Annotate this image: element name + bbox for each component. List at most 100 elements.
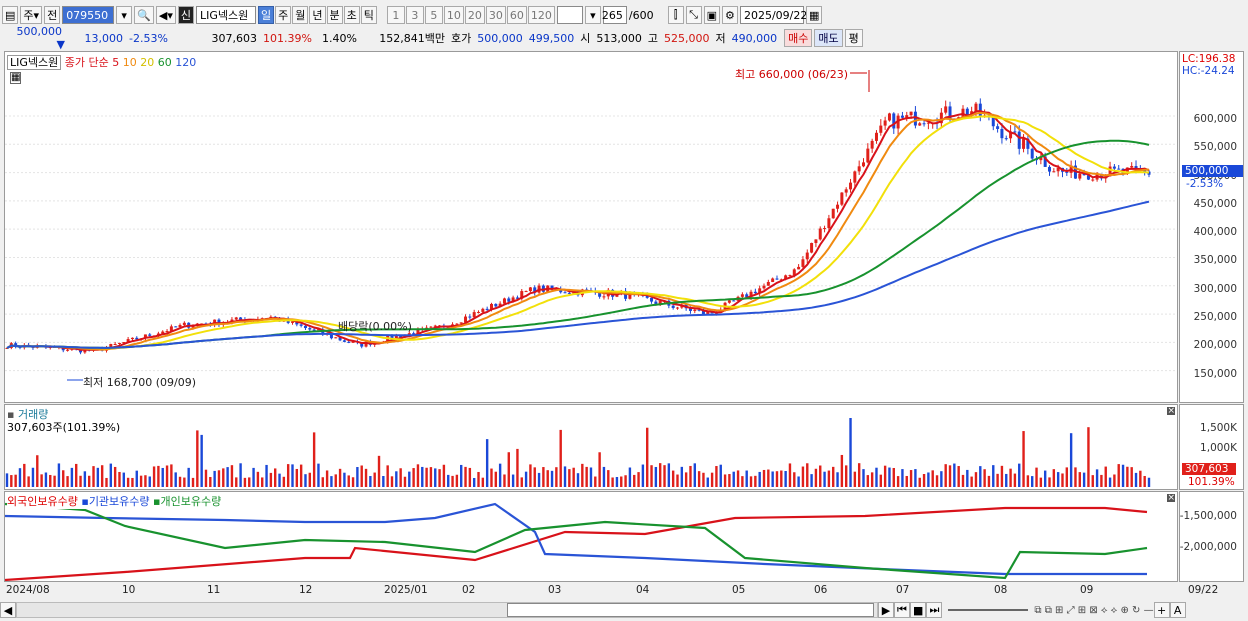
eval-button[interactable]: 평 bbox=[844, 29, 863, 47]
close-icon[interactable]: × bbox=[1167, 493, 1175, 503]
candle-body bbox=[1039, 156, 1043, 161]
candle-body bbox=[775, 278, 779, 280]
last-icon[interactable]: ⏭ bbox=[926, 602, 943, 618]
gear-icon[interactable]: ⚙ bbox=[721, 6, 738, 24]
candle-body bbox=[840, 192, 844, 205]
period-tab[interactable]: 틱 bbox=[360, 6, 377, 24]
quote-bar: 500,000 ▼ 13,000 -2.53% 307,603 101.39% … bbox=[0, 25, 1248, 51]
speaker-icon[interactable]: ◀▾ bbox=[155, 6, 176, 24]
candle-body bbox=[862, 162, 865, 167]
volume-bar bbox=[511, 474, 515, 487]
market-select[interactable]: 주 ▾ bbox=[20, 6, 43, 24]
interval-button[interactable]: 60 bbox=[506, 6, 527, 24]
legend-stock: LIG넥스원 bbox=[7, 55, 62, 70]
volume-bar bbox=[533, 467, 536, 487]
interval-dropdown-icon[interactable]: ▾ bbox=[584, 6, 601, 24]
period-tab[interactable]: 주 bbox=[275, 6, 292, 24]
hold-tick: -1,500,000 bbox=[1179, 510, 1237, 522]
volume-panel[interactable]: ▪ 거래량 307,603주(101.39%) × bbox=[4, 404, 1178, 490]
legend-ma5: 5 bbox=[112, 56, 120, 69]
volume-bar bbox=[226, 467, 229, 487]
period-tab[interactable]: 일 bbox=[258, 6, 275, 24]
interval-button[interactable]: 10 bbox=[443, 6, 464, 24]
window-menu-icon[interactable]: ▤ bbox=[2, 6, 19, 24]
volume-bar bbox=[408, 471, 411, 487]
volume-bar bbox=[126, 477, 130, 487]
candle-body bbox=[874, 132, 878, 141]
hold-tick: -2,000,000 bbox=[1179, 541, 1237, 553]
interval-button[interactable]: 1 bbox=[386, 6, 405, 24]
interval-button[interactable]: 3 bbox=[405, 6, 424, 24]
calendar-icon[interactable]: ▦ bbox=[805, 6, 823, 24]
candle-body bbox=[303, 325, 307, 329]
zoom-in-icon[interactable]: + bbox=[1153, 602, 1170, 618]
count-input[interactable]: 265 bbox=[602, 6, 627, 24]
volume-bar bbox=[935, 475, 939, 487]
candle-body bbox=[429, 326, 433, 328]
save-icon[interactable]: ▣ bbox=[703, 6, 720, 24]
volume-bar bbox=[1022, 431, 1025, 487]
interval-button[interactable]: 120 bbox=[527, 6, 555, 24]
volume-bar bbox=[719, 464, 722, 487]
buy-button[interactable]: 매수 bbox=[784, 29, 813, 47]
volume-bar bbox=[983, 469, 986, 487]
candle-body bbox=[693, 309, 697, 311]
search-icon[interactable]: 🔍 bbox=[134, 6, 154, 24]
volume-bar bbox=[191, 477, 195, 487]
volume-bar bbox=[550, 470, 554, 487]
stop-icon[interactable]: ■ bbox=[910, 602, 927, 618]
sell-button[interactable]: 매도 bbox=[814, 29, 843, 47]
candle-icon[interactable]: ⫿ bbox=[667, 6, 684, 24]
volume-bar bbox=[196, 430, 199, 487]
volume-bar bbox=[676, 474, 679, 487]
period-tab[interactable]: 월 bbox=[292, 6, 309, 24]
draw-tool-icon[interactable]: ⤡ bbox=[685, 6, 702, 24]
holdings-panel[interactable]: 외국인보유수량 ▪기관보유수량 ▪개인보유수량 × bbox=[4, 491, 1178, 582]
candle-body bbox=[174, 326, 178, 328]
low-label: 저 bbox=[715, 32, 726, 45]
interval-button[interactable]: 5 bbox=[424, 6, 443, 24]
period-tab[interactable]: 년 bbox=[309, 6, 326, 24]
candle-body bbox=[178, 324, 182, 328]
first-icon[interactable]: ⏮ bbox=[894, 602, 910, 618]
candle-body bbox=[628, 292, 632, 299]
candle-body bbox=[468, 316, 472, 318]
tools-icons[interactable]: ⧉ ⧉ ⊞ ⤢ ⊞ ⊠ ⟡ ⟡ ⊕ ↻ — bbox=[1034, 604, 1154, 616]
scrollbar-track[interactable] bbox=[16, 602, 878, 618]
candle-body bbox=[697, 309, 701, 311]
prev-button[interactable]: 전 bbox=[44, 6, 61, 24]
zoom-slider[interactable] bbox=[948, 609, 1029, 611]
interval-button[interactable]: 20 bbox=[464, 6, 485, 24]
volume-bar bbox=[689, 465, 692, 487]
volume-bar bbox=[585, 466, 588, 487]
volume-bar bbox=[961, 474, 965, 487]
period-tab[interactable]: 분 bbox=[326, 6, 343, 24]
volume-bar bbox=[1018, 463, 1021, 487]
font-icon[interactable]: A bbox=[1169, 602, 1186, 618]
custom-interval-input[interactable] bbox=[556, 6, 583, 24]
price-panel[interactable]: LIG넥스원 종가 단순 5 10 20 60 120 ▦ 최고 660,000… bbox=[4, 51, 1178, 403]
scroll-left-icon[interactable]: ◀ bbox=[0, 602, 16, 618]
volume-bar bbox=[10, 475, 13, 487]
volume-bar bbox=[477, 471, 480, 487]
x-label: 06 bbox=[814, 584, 828, 596]
dropdown-icon[interactable]: ▾ bbox=[116, 6, 133, 24]
stock-code-input[interactable]: 079550 bbox=[62, 6, 115, 24]
vol-tick: 1,500K bbox=[1200, 422, 1237, 434]
candle-body bbox=[602, 296, 606, 298]
period-tab[interactable]: 초 bbox=[343, 6, 360, 24]
close-icon[interactable]: × bbox=[1167, 406, 1175, 416]
volume-bar bbox=[304, 474, 307, 487]
interval-button[interactable]: 30 bbox=[485, 6, 506, 24]
volume-bar bbox=[1134, 472, 1138, 487]
table-icon[interactable]: ▦ bbox=[10, 72, 22, 84]
volume-bar bbox=[754, 475, 757, 487]
scrollbar-thumb[interactable] bbox=[507, 603, 874, 617]
ma-20-line bbox=[6, 115, 1150, 350]
volume-bar bbox=[693, 463, 696, 487]
scroll-right-icon[interactable]: ▶ bbox=[878, 602, 894, 618]
volume-chart bbox=[5, 418, 1151, 487]
indiv-line bbox=[5, 502, 1148, 580]
date-input[interactable]: 2025/09/22 bbox=[739, 6, 807, 24]
volume-bar bbox=[53, 475, 56, 487]
